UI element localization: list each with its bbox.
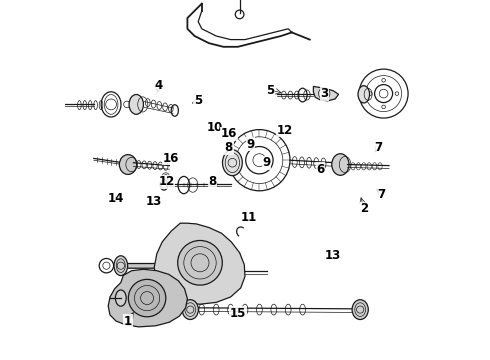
Text: 1: 1 (124, 315, 132, 328)
Text: 2: 2 (360, 202, 368, 215)
Ellipse shape (332, 154, 349, 175)
Text: 3: 3 (320, 87, 328, 100)
Text: 16: 16 (220, 127, 237, 140)
Text: 5: 5 (266, 84, 274, 96)
Ellipse shape (222, 150, 242, 176)
Text: 16: 16 (163, 152, 179, 165)
Polygon shape (121, 264, 154, 268)
Ellipse shape (129, 94, 144, 114)
Circle shape (178, 240, 222, 285)
Text: 9: 9 (263, 156, 270, 169)
Text: 13: 13 (325, 249, 342, 262)
Ellipse shape (358, 86, 369, 103)
Text: 7: 7 (378, 188, 386, 201)
Polygon shape (154, 223, 245, 304)
Text: 11: 11 (241, 211, 257, 224)
Ellipse shape (114, 256, 127, 276)
Text: 12: 12 (276, 124, 293, 137)
Circle shape (128, 279, 166, 317)
Text: 8: 8 (208, 175, 217, 188)
Ellipse shape (352, 300, 368, 320)
Polygon shape (314, 86, 339, 101)
Polygon shape (108, 269, 187, 327)
Text: 7: 7 (374, 141, 382, 154)
Text: 4: 4 (154, 79, 163, 92)
Text: 5: 5 (194, 94, 202, 107)
Text: 14: 14 (107, 192, 123, 204)
Ellipse shape (120, 154, 137, 174)
Text: 8: 8 (225, 141, 233, 154)
Text: 15: 15 (230, 307, 246, 320)
Text: 12: 12 (158, 175, 174, 188)
Ellipse shape (182, 300, 198, 320)
Text: 10: 10 (206, 121, 222, 134)
Text: 13: 13 (146, 195, 162, 208)
Ellipse shape (116, 290, 126, 306)
Text: 9: 9 (246, 138, 254, 150)
Text: 6: 6 (317, 163, 325, 176)
